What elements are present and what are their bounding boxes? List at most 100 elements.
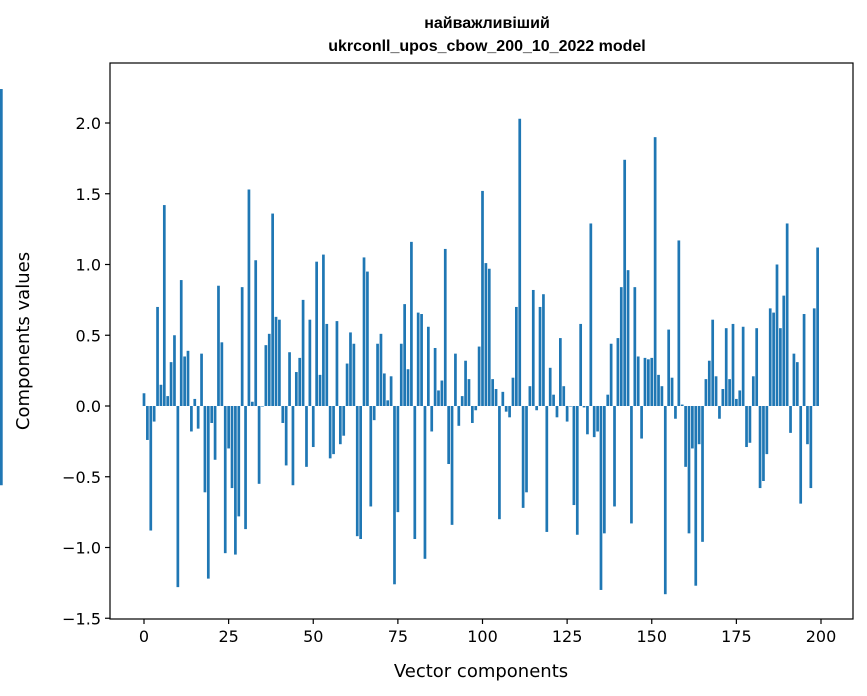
bar (413, 406, 417, 540)
bar (816, 247, 819, 406)
bar (735, 398, 738, 406)
bar (389, 376, 393, 406)
bar (630, 406, 633, 524)
bar (345, 363, 349, 406)
bar (244, 406, 247, 530)
bar (379, 333, 383, 406)
bar (491, 379, 495, 406)
bar (173, 335, 176, 406)
y-tick-label: −1.5 (62, 609, 101, 628)
bar (525, 406, 528, 493)
bar (704, 379, 708, 406)
bar (186, 350, 190, 406)
bar (555, 406, 559, 418)
bar (349, 332, 352, 406)
bar (240, 287, 244, 406)
bar (481, 190, 484, 406)
bar (335, 321, 339, 406)
bars-group (0, 89, 819, 595)
bar (782, 295, 786, 406)
bar (433, 347, 437, 406)
chart-title-line-1: найважливіший (424, 15, 550, 32)
bar (423, 406, 427, 559)
x-tick-label: 175 (721, 627, 752, 646)
bar (603, 406, 606, 534)
bar (362, 257, 366, 406)
bar (325, 323, 329, 406)
bar (223, 406, 227, 554)
bar (647, 359, 650, 406)
bar (213, 406, 217, 460)
bar (542, 294, 545, 406)
x-tick-label: 200 (806, 627, 837, 646)
bar (653, 137, 657, 406)
bar (582, 406, 586, 408)
bar (531, 289, 535, 406)
bar (613, 406, 616, 507)
bar (670, 377, 674, 406)
bar (474, 406, 478, 411)
bar (802, 314, 806, 406)
bar (528, 386, 532, 406)
bar (254, 260, 258, 406)
bar (741, 326, 745, 406)
bar (772, 312, 775, 406)
bar (149, 406, 153, 531)
bar (447, 406, 451, 465)
bar (342, 406, 346, 436)
bar (0, 89, 3, 406)
bar (687, 406, 691, 534)
bar (667, 329, 671, 406)
bar (257, 406, 261, 484)
bar (372, 406, 376, 421)
bar (200, 353, 203, 406)
bar (142, 393, 146, 406)
bar (264, 345, 268, 406)
bar (169, 362, 173, 406)
bar (156, 306, 159, 406)
bar (745, 406, 748, 448)
bar (779, 328, 782, 406)
bar (291, 406, 295, 486)
bar (298, 357, 302, 406)
bar (596, 406, 599, 432)
x-tick-label: 25 (218, 627, 238, 646)
bar (748, 406, 752, 443)
bar (738, 390, 742, 406)
bar (315, 261, 318, 406)
bar (237, 406, 241, 517)
bar (267, 333, 271, 406)
bar (521, 406, 525, 508)
bar (691, 406, 694, 449)
bar (711, 319, 715, 406)
bar (636, 356, 640, 406)
bar (274, 316, 278, 406)
bar (680, 404, 684, 406)
bar (454, 353, 457, 406)
bar (464, 360, 467, 406)
bar (511, 377, 515, 406)
bar (247, 189, 251, 406)
bar (328, 406, 332, 459)
bar (606, 394, 610, 406)
bar (230, 406, 234, 489)
bar (616, 338, 620, 406)
bar (288, 352, 291, 406)
bar (599, 406, 603, 590)
bar (369, 406, 373, 507)
bar (755, 328, 759, 406)
bar (559, 338, 562, 406)
bar (281, 406, 285, 423)
bar (250, 401, 254, 406)
bar (694, 406, 698, 586)
bar (146, 406, 149, 440)
bar (443, 248, 447, 406)
bar (724, 328, 728, 406)
y-tick-label: 1.5 (76, 185, 101, 204)
bar (775, 264, 779, 406)
bar (538, 306, 542, 406)
x-axis-ticks: 0 25 50 75 100 125 150 175 200 (139, 619, 836, 646)
bar (301, 299, 305, 407)
bar (359, 406, 362, 540)
bar (592, 406, 596, 438)
